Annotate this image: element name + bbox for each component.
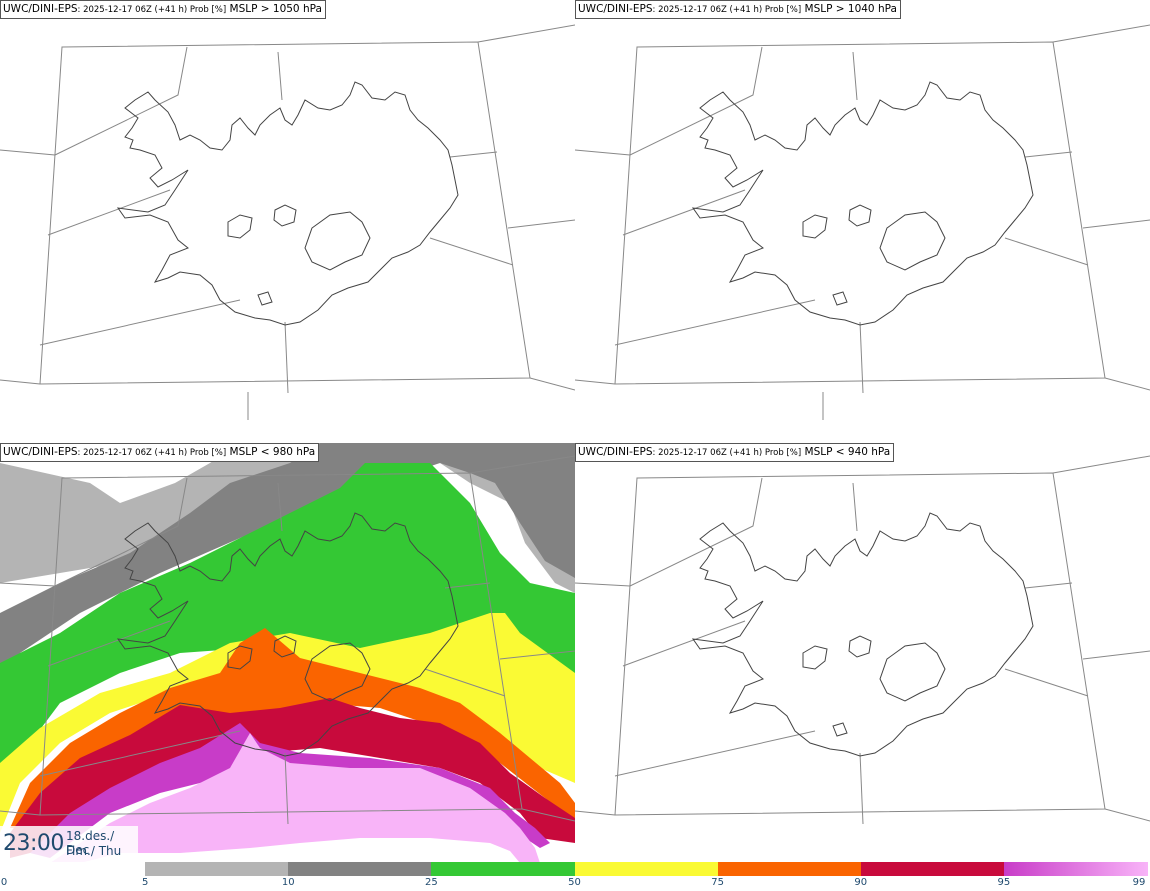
legend-swatch-75 <box>717 862 862 876</box>
legend-tick-label: 10 <box>281 877 295 888</box>
iceland-coastline <box>116 512 459 757</box>
legend-swatch-5 <box>145 862 289 876</box>
map-canvas <box>0 24 575 420</box>
map-canvas <box>575 24 1150 420</box>
panel-title: UWC/DINI-EPS: 2025-12-17 06Z (+41 h) Pro… <box>575 0 901 19</box>
legend-tick-label: 50 <box>568 877 581 888</box>
prob-band-99 <box>50 733 540 863</box>
graticule <box>575 24 1150 420</box>
legend-swatch-50 <box>574 862 719 876</box>
map-panel-mslp-gt-1050: UWC/DINI-EPS: 2025-12-17 06Z (+41 h) Pro… <box>0 0 575 430</box>
iceland-coastline <box>691 512 1034 757</box>
map-panel-mslp-lt-940: UWC/DINI-EPS: 2025-12-17 06Z (+41 h) Pro… <box>575 443 1150 873</box>
valid-time-box: 23:00 18.des./ Dec Fim./ Thu <box>0 826 138 862</box>
valid-time: 23:00 <box>3 831 64 856</box>
iceland-coastline <box>116 81 459 326</box>
prob-band-90 <box>10 698 575 858</box>
probability-shading <box>0 443 575 863</box>
legend-swatch-95 <box>1003 862 1148 876</box>
legend-swatch-0 <box>2 862 146 876</box>
legend-tick-label: 90 <box>854 877 868 888</box>
legend-swatch-90 <box>860 862 1005 876</box>
prob-band-25 <box>0 463 575 783</box>
legend-swatch-25 <box>431 862 575 876</box>
valid-date: 18.des./ Dec <box>66 829 115 857</box>
prob-band-50 <box>0 613 575 833</box>
panel-title: UWC/DINI-EPS: 2025-12-17 06Z (+41 h) Pro… <box>0 0 326 19</box>
legend-tick-label: 25 <box>425 877 438 888</box>
valid-weekday: Fim./ Thu <box>66 844 122 858</box>
prob-band-10 <box>0 443 575 703</box>
graticule <box>0 24 575 420</box>
panel-title: UWC/DINI-EPS: 2025-12-17 06Z (+41 h) Pro… <box>0 443 320 462</box>
legend-tick-label: 0 <box>0 877 8 888</box>
panel-title: UWC/DINI-EPS: 2025-12-17 06Z (+41 h) Pro… <box>575 443 895 462</box>
legend-tick-label: 5 <box>141 877 149 888</box>
iceland-coastline <box>691 81 1034 326</box>
legend-tick-label: 99 <box>1132 877 1146 888</box>
legend-tick-label: 95 <box>997 877 1011 888</box>
graticule <box>0 455 575 825</box>
graticule <box>575 455 1150 825</box>
legend-swatch-10 <box>288 862 432 876</box>
color-legend: 0 5 10 25 50 75 90 95 99 <box>0 862 1150 891</box>
legend-tick-label: 75 <box>711 877 724 888</box>
map-canvas <box>0 443 575 863</box>
map-canvas <box>575 455 1150 825</box>
prob-band-75 <box>10 628 575 828</box>
map-panel-mslp-lt-980: UWC/DINI-EPS: 2025-12-17 06Z (+41 h) Pro… <box>0 443 575 873</box>
map-panel-mslp-gt-1040: UWC/DINI-EPS: 2025-12-17 06Z (+41 h) Pro… <box>575 0 1150 430</box>
